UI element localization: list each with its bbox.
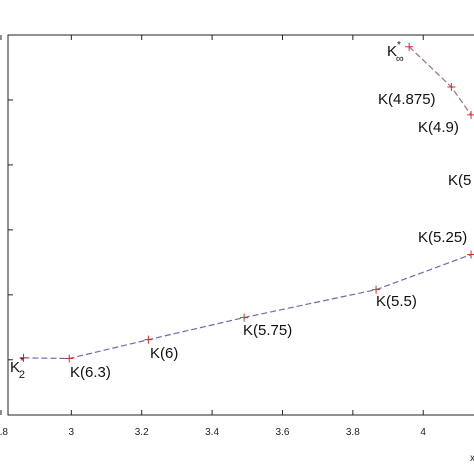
series-line bbox=[23, 253, 472, 360]
point-annotation: K* ∞ bbox=[387, 40, 404, 65]
x-tick-label: 3.2 bbox=[135, 427, 149, 438]
annotation-text: K bbox=[387, 43, 397, 60]
point-marker bbox=[144, 335, 153, 344]
annotation-text: K(5.75) bbox=[243, 322, 292, 339]
point-marker bbox=[65, 354, 74, 363]
annotation-sub: 2 bbox=[19, 369, 25, 381]
point-annotation: K(5.5) bbox=[376, 293, 417, 310]
x-tick-label: 2.8 bbox=[0, 427, 8, 438]
annotation-text: K(5.5) bbox=[376, 293, 417, 310]
point-annotation: K(5.25) bbox=[418, 229, 467, 246]
x-tick-label: 3.8 bbox=[346, 427, 360, 438]
point-annotation: K(6) bbox=[150, 345, 178, 362]
point-annotation: K(5 bbox=[448, 172, 471, 189]
x-tick-label: 3 bbox=[69, 427, 75, 438]
annotation-text: K bbox=[10, 359, 20, 376]
annotation-sub: ∞ bbox=[396, 53, 404, 65]
point-annotation: K(6.3) bbox=[70, 364, 111, 381]
x-tick-label: 3.4 bbox=[205, 427, 219, 438]
annotation-text: K(5 bbox=[448, 172, 471, 189]
point-marker bbox=[372, 285, 381, 294]
x-tick-label: 3.6 bbox=[276, 427, 290, 438]
point-marker bbox=[405, 42, 414, 51]
point-annotation: K* 2 bbox=[10, 356, 25, 381]
point-marker bbox=[240, 313, 249, 322]
axes-frame bbox=[7, 34, 474, 416]
point-marker bbox=[447, 82, 456, 91]
point-annotation: K(4.875) bbox=[378, 91, 436, 108]
annotation-sup: * bbox=[20, 356, 24, 367]
annotation-text: K(4.875) bbox=[378, 91, 436, 108]
x-tick-label: 4 bbox=[420, 427, 426, 438]
annotation-text: K(6) bbox=[150, 345, 178, 362]
annotation-sup: * bbox=[397, 40, 401, 51]
x-axis-label: x bbox=[470, 453, 474, 464]
annotation-text: K(6.3) bbox=[70, 364, 111, 381]
point-annotation: K(5.75) bbox=[243, 322, 292, 339]
annotation-text: K(5.25) bbox=[418, 229, 467, 246]
point-marker bbox=[19, 353, 28, 362]
annotation-text: K(4.9) bbox=[418, 119, 459, 136]
point-annotation: K(4.9) bbox=[418, 119, 459, 136]
